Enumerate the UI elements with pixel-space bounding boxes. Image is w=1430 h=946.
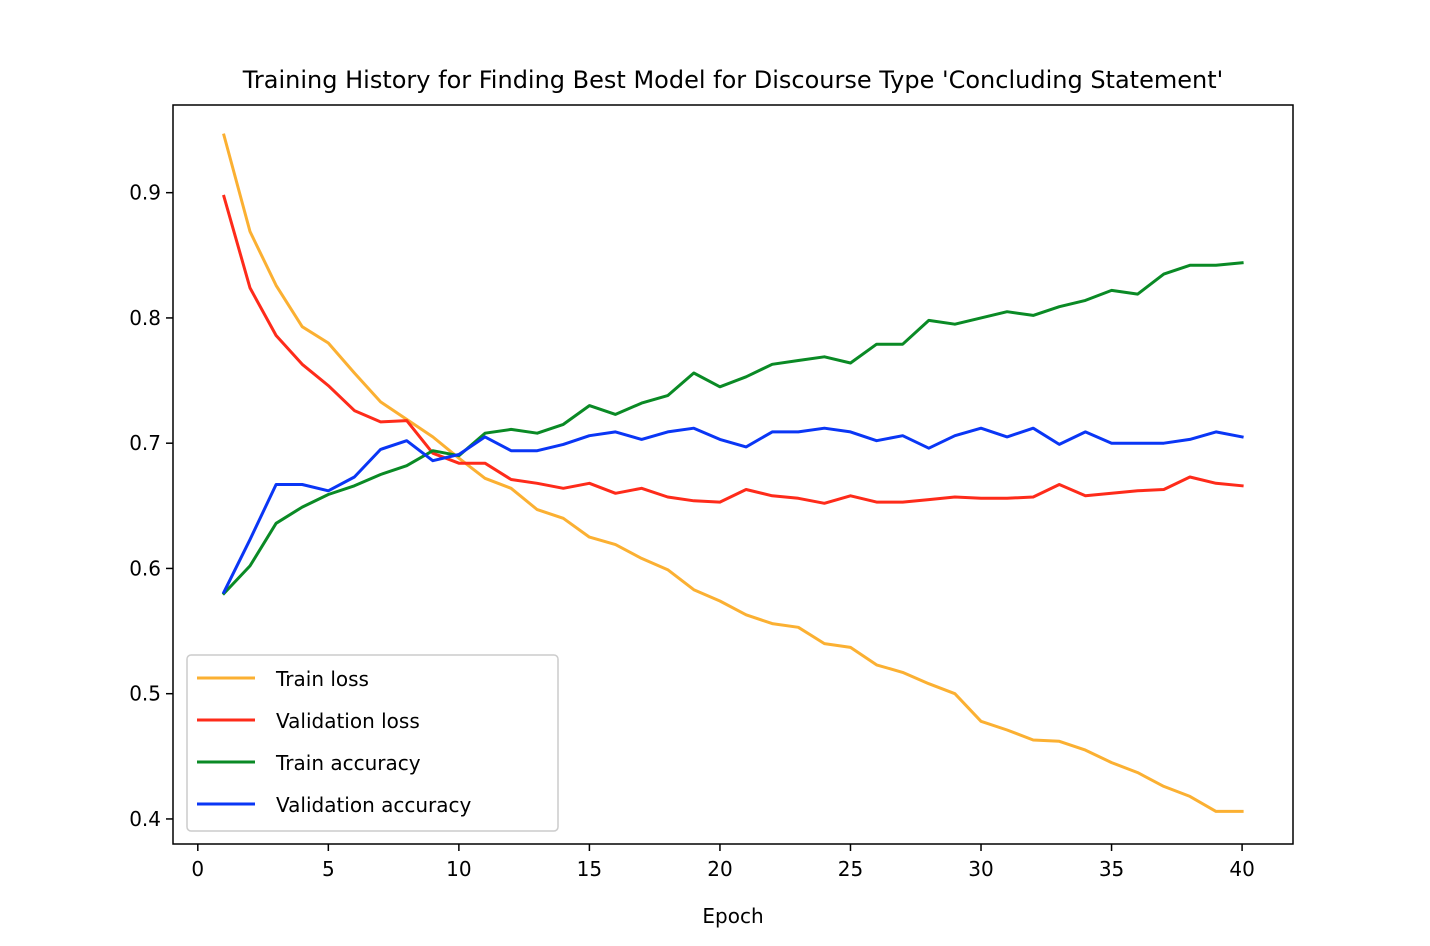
series-line-2: [222, 194, 1244, 505]
y-axis: 0.4 0.5 0.6 0.7 0.8 0.9: [129, 181, 173, 831]
series-line-4: [221, 426, 1244, 595]
plot-frame: [172, 104, 1294, 845]
y-tick-label: 0.5: [129, 682, 161, 706]
y-tick-label: 0.8: [129, 306, 161, 330]
y-tick-label: 0.9: [129, 181, 161, 205]
x-tick-label: 35: [1099, 857, 1124, 881]
series-line-3: [221, 261, 1244, 596]
x-tick-label: 0: [191, 857, 204, 881]
legend-label: Train loss: [275, 667, 369, 691]
y-tick-label: 0.7: [129, 431, 161, 455]
series-layer: [221, 133, 1244, 813]
x-tick-label: 40: [1229, 857, 1254, 881]
x-tick-label: 20: [707, 857, 732, 881]
series-line-1: [222, 133, 1244, 813]
legend-label: Train accuracy: [275, 751, 421, 775]
x-tick-label: 30: [968, 857, 993, 881]
x-axis-label: Epoch: [702, 904, 763, 928]
legend-label: Validation accuracy: [276, 793, 472, 817]
y-tick-label: 0.4: [129, 807, 161, 831]
x-axis: 0 5 10 15 20 25 30 35 40: [191, 844, 1255, 881]
chart-title: Training History for Finding Best Model …: [242, 66, 1223, 94]
y-tick-label: 0.6: [129, 556, 161, 580]
x-tick-label: 25: [838, 857, 863, 881]
x-tick-label: 10: [446, 857, 471, 881]
legend: Train loss Validation loss Train accuracy V…: [186, 654, 559, 832]
legend-label: Validation loss: [276, 709, 420, 733]
x-tick-label: 15: [577, 857, 602, 881]
legend-box: [186, 654, 559, 832]
x-tick-label: 5: [322, 857, 335, 881]
